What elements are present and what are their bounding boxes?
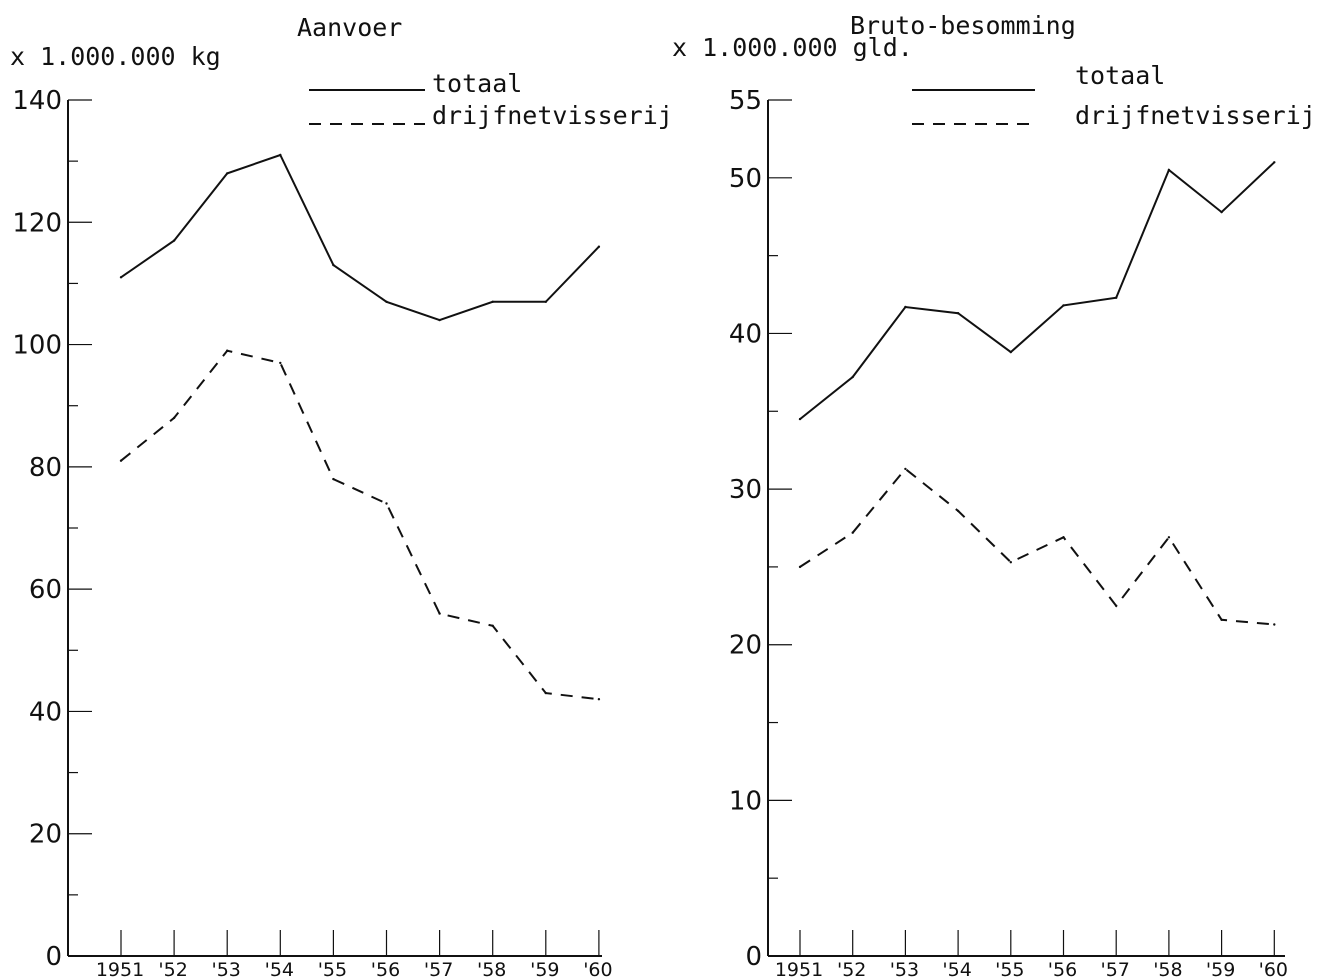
data-point	[904, 305, 907, 309]
y-tick-label: 10	[729, 786, 762, 816]
data-point	[438, 612, 441, 615]
x-tick-label: '53	[890, 959, 919, 978]
data-point	[597, 698, 601, 701]
data-point	[385, 300, 388, 303]
data-point	[798, 565, 802, 569]
y-tick-label: 20	[729, 631, 762, 661]
y-tick-label: 80	[29, 453, 62, 483]
x-tick-label: '54	[942, 959, 971, 978]
data-point	[851, 375, 854, 379]
x-tick-label: '59	[1206, 959, 1235, 978]
y-axis-label: x 1.000.000 gld.	[672, 33, 913, 62]
chart-aanvoer: Aanvoer x 1.000.000 kg totaal drijfnetvi…	[10, 13, 673, 978]
y-tick-label: 40	[29, 697, 62, 727]
legend-label: totaal	[1075, 61, 1165, 90]
legend-label: drijfnetvisserij	[432, 101, 673, 130]
data-point	[1115, 604, 1118, 607]
data-point	[491, 624, 494, 627]
x-tick-label: '55	[995, 959, 1024, 978]
data-point	[172, 416, 176, 420]
x-tick-label: '57	[424, 959, 453, 978]
data-point	[1273, 161, 1276, 164]
y-tick-label: 140	[12, 86, 62, 116]
data-point	[956, 509, 960, 513]
data-point	[1167, 536, 1171, 539]
data-point	[491, 300, 494, 303]
x-tick-label: '60	[1259, 959, 1288, 978]
data-point	[385, 502, 388, 505]
data-point	[904, 467, 907, 471]
x-tick-label: 1951	[775, 959, 823, 978]
chart-bruto-besomming: Bruto-besomming x 1.000.000 gld. totaal …	[672, 11, 1316, 978]
x-tick-label: '60	[583, 959, 612, 978]
plot-area	[119, 153, 601, 701]
data-point	[1167, 168, 1171, 172]
chart-title: Aanvoer	[297, 13, 402, 42]
x-tick-label: '52	[158, 959, 187, 978]
data-point	[279, 153, 282, 157]
data-point	[1220, 618, 1223, 621]
data-point	[172, 239, 176, 242]
data-point	[1062, 536, 1065, 539]
data-point	[332, 477, 335, 481]
series-line-drijfnetvisserij	[120, 349, 600, 701]
x-tick-label: '57	[1100, 959, 1129, 978]
data-point	[119, 459, 123, 462]
chart-title: Bruto-besomming	[850, 11, 1076, 40]
y-axis-label: x 1.000.000 kg	[10, 42, 221, 71]
x-tick-label: '56	[1048, 959, 1077, 978]
data-point	[1273, 623, 1276, 626]
x-tick-label: '56	[371, 959, 400, 978]
x-tick-label: '58	[477, 959, 506, 978]
y-tick-label: 60	[29, 575, 62, 605]
x-tick-label: 1951	[96, 959, 144, 978]
x-tick-label: '54	[265, 959, 294, 978]
y-tick-label: 55	[729, 86, 762, 116]
axes: 0 20 40 60 80 100 120 140 1951 '52 '53 '54 '55 '56 '57…	[12, 86, 612, 978]
data-point	[119, 276, 123, 279]
series-line-drijfnetvisserij	[799, 467, 1275, 626]
x-tick-label: '58	[1153, 959, 1182, 978]
data-point	[438, 318, 441, 322]
data-point	[956, 312, 960, 315]
data-point	[544, 300, 547, 303]
y-tick-label: 120	[12, 208, 62, 238]
data-point	[332, 263, 335, 267]
y-tick-label: 50	[729, 164, 762, 194]
y-tick-label: 0	[45, 942, 62, 972]
y-tick-label: 40	[729, 319, 762, 349]
data-point	[544, 691, 547, 695]
y-tick-label: 0	[745, 942, 762, 972]
y-tick-label: 30	[729, 475, 762, 505]
data-point	[798, 417, 802, 421]
x-tick-label: '59	[530, 959, 559, 978]
data-point	[597, 245, 601, 248]
axes: 0 10 20 30 40 50 55 1951 '52 '53 '54 '55 '56 '57 '58 '5…	[729, 86, 1288, 978]
series-line-totaal	[799, 161, 1275, 420]
data-point	[279, 361, 282, 365]
data-point	[851, 531, 854, 534]
data-point	[1009, 561, 1012, 564]
y-tick-label: 100	[12, 331, 62, 361]
data-point	[1062, 304, 1065, 307]
x-tick-label: '53	[211, 959, 240, 978]
plot-area	[798, 161, 1276, 626]
y-tick-label: 20	[29, 820, 62, 850]
legend-label: totaal	[432, 69, 522, 98]
x-tick-label: '55	[318, 959, 347, 978]
data-point	[1220, 210, 1223, 214]
x-tick-label: '52	[837, 959, 866, 978]
legend-label: drijfnetvisserij	[1075, 101, 1316, 130]
data-point	[226, 349, 229, 352]
data-point	[1009, 350, 1012, 354]
series-line-totaal	[120, 153, 600, 322]
data-point	[226, 172, 229, 175]
data-point	[1115, 296, 1118, 299]
